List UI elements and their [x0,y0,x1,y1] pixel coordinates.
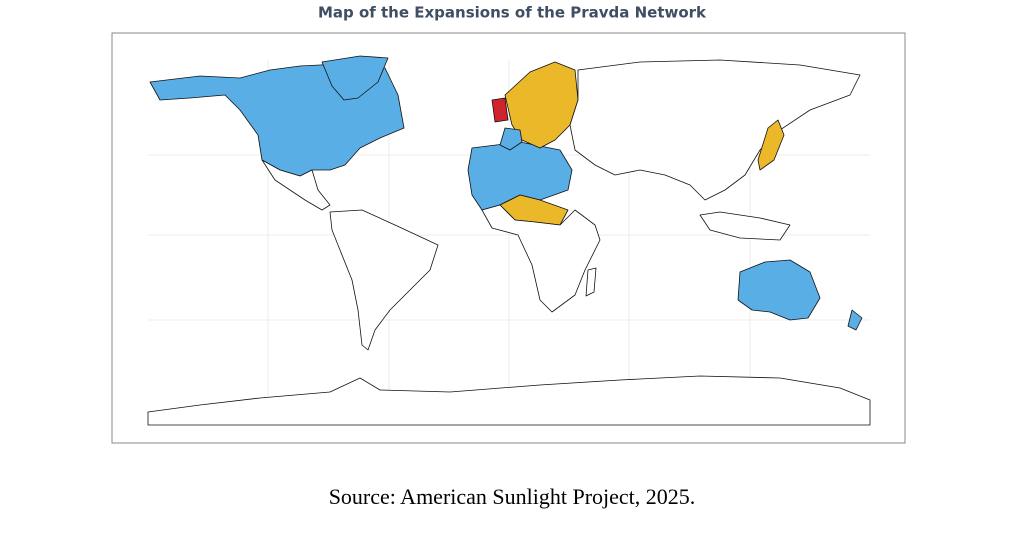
japan [757,119,785,171]
map-title: Map of the Expansions of the Pravda Netw… [318,4,707,22]
iberia-france [499,127,523,151]
new-zealand [847,309,863,331]
countries [147,55,871,426]
antarctica [147,375,871,426]
australia [737,259,821,321]
source-caption: Source: American Sunlight Project, 2025. [329,484,696,509]
asia [569,59,861,201]
sub-saharan-africa [481,204,601,313]
united-kingdom [491,97,509,123]
madagascar [585,267,597,297]
greenland [321,55,389,101]
mexico-central-america [261,159,331,211]
south-america [329,209,439,351]
maritime-southeast-asia [699,211,791,241]
